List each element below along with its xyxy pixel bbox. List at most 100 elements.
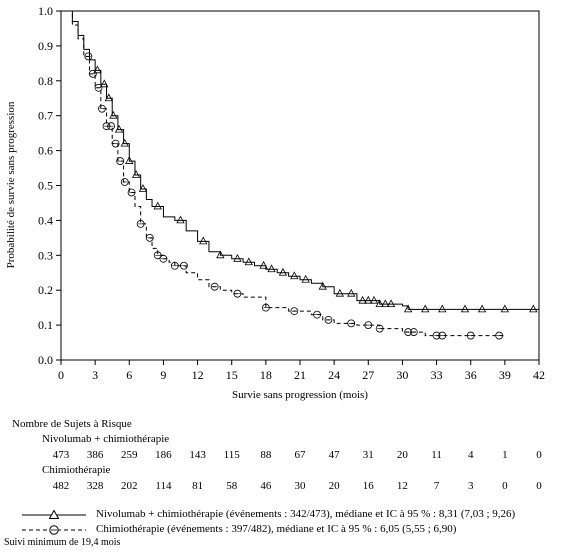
risk-count-cell: 20 <box>396 449 408 461</box>
risk-count-cell: 328 <box>86 480 104 492</box>
censor-mark-circle <box>170 261 179 270</box>
risk-count-cell: 67 <box>294 449 306 461</box>
censor-mark-circle <box>495 331 504 340</box>
legend-sample-solid-triangle <box>22 509 86 519</box>
risk-row-chemo: 482 328 202 114 81 58 46 30 20 16 12 7 3 0 0 <box>0 480 566 494</box>
risk-count-cell: 0 <box>536 480 542 492</box>
x-tick-label: 36 <box>465 368 477 382</box>
censor-mark-triangle <box>100 79 109 88</box>
risk-count-cell: 3 <box>467 480 474 492</box>
censor-mark-circle <box>84 52 93 61</box>
censor-mark-circle <box>313 310 321 319</box>
censor-mark-triangle <box>375 299 384 308</box>
y-tick-label: 0.7 <box>38 109 53 123</box>
censor-mark-circle <box>466 331 475 340</box>
risk-count-cell: 473 <box>52 449 70 461</box>
risk-count-cell: 114 <box>155 480 172 492</box>
censor-mark-triangle <box>386 299 396 308</box>
risk-count-cell: 20 <box>328 480 340 492</box>
y-tick-label: 1.0 <box>38 4 53 18</box>
risk-count-cell: 7 <box>433 480 440 492</box>
y-tick-label: 0.9 <box>38 39 53 53</box>
censor-mark-circle <box>180 261 188 270</box>
risk-count-cell: 46 <box>260 480 272 492</box>
x-tick-label: 33 <box>431 368 443 382</box>
censor-mark-triangle <box>93 65 102 74</box>
x-tick-label: 24 <box>328 368 340 382</box>
axes: 0 3 6 9 12 15 18 21 24 27 30 33 36 39 420.00.10.20.30.… <box>38 4 545 382</box>
censor-mark-circle <box>98 104 106 113</box>
legend-text-chemo: Chimiothérapie (événements : 397/482), m… <box>96 523 457 535</box>
censor-mark-triangle <box>267 264 276 273</box>
risk-group-name-nivolumab: Nivolumab + chimiothérapie <box>42 433 170 445</box>
censor-mark-triangle <box>233 253 242 262</box>
censor-mark-triangle <box>318 281 327 290</box>
censor-mark-circle <box>261 303 270 312</box>
x-tick-label: 6 <box>126 368 132 382</box>
censor-mark-circle <box>409 328 418 336</box>
censor-mark-circle <box>136 219 145 228</box>
y-axis-label: Probabilité de survie sans progression <box>5 101 17 268</box>
censor-mark-circle <box>120 178 129 186</box>
risk-count-cell: 4 <box>467 449 474 461</box>
risk-count-cell: 202 <box>121 480 138 492</box>
censor-mark-triangle <box>216 250 225 259</box>
y-tick-label: 0.1 <box>38 318 53 332</box>
censor-mark-triangle <box>153 201 162 210</box>
censor-mark-circle <box>111 139 120 148</box>
censor-mark-circle <box>438 331 447 340</box>
x-tick-label: 12 <box>192 368 204 382</box>
censor-mark-triangle <box>358 295 367 304</box>
censor-mark-triangle <box>421 304 430 313</box>
censor-mark-triangle <box>477 304 487 313</box>
risk-count-cell: 482 <box>52 480 70 492</box>
censor-mark-triangle <box>403 304 413 313</box>
censor-mark-circle <box>290 307 299 316</box>
risk-count-cell: 12 <box>396 480 408 492</box>
censor-mark-triangle <box>301 274 310 283</box>
censor-mark-triangle <box>259 260 268 269</box>
footnote: Suivi minimum de 19,4 mois <box>4 537 121 548</box>
legend-entry-chemo: Chimiothérapie (événements : 397/482), m… <box>0 522 566 538</box>
censor-mark-triangle <box>199 236 208 245</box>
x-tick-label: 30 <box>396 368 408 382</box>
censor-mark-circle <box>127 188 136 197</box>
x-tick-label: 42 <box>533 368 545 382</box>
censor-mark-circle <box>364 321 373 330</box>
censor-mark-triangle <box>460 304 470 313</box>
risk-count-cell: 31 <box>362 449 374 461</box>
risk-count-cell: 58 <box>226 480 238 492</box>
legend-text-nivolumab: Nivolumab + chimiothérapie (événements :… <box>96 508 516 520</box>
x-tick-label: 0 <box>58 368 64 382</box>
censor-mark-triangle <box>364 295 373 304</box>
censor-mark-triangle <box>369 295 379 304</box>
series-nivolumab <box>61 10 539 313</box>
risk-count-cell: 143 <box>189 449 206 461</box>
censor-mark-triangle <box>109 110 118 119</box>
risk-count-cell: 88 <box>260 449 272 461</box>
x-tick-label: 18 <box>260 368 272 382</box>
x-tick-label: 39 <box>499 368 511 382</box>
risk-count-cell: 1 <box>502 449 508 461</box>
censor-mark-triangle <box>125 156 134 164</box>
x-tick-label: 3 <box>92 368 98 382</box>
censor-mark-triangle <box>131 170 141 178</box>
risk-table-title: Nombre de Sujets à Risque <box>12 418 132 430</box>
censor-mark-triangle <box>278 267 288 276</box>
y-tick-label: 0.6 <box>38 144 53 158</box>
x-tick-label: 15 <box>226 368 238 382</box>
censor-mark-circle <box>159 254 168 263</box>
censor-mark-triangle <box>381 299 390 308</box>
risk-group-name-chemo: Chimiothérapie <box>42 464 111 476</box>
censor-mark-circle <box>107 122 115 131</box>
censor-mark-triangle <box>114 124 124 133</box>
censor-mark-circle <box>233 289 242 298</box>
y-tick-label: 0.3 <box>38 248 53 262</box>
series-layer <box>61 10 539 340</box>
censor-mark-triangle <box>138 184 148 192</box>
risk-count-cell: 11 <box>431 449 442 461</box>
legend-sample-dashed-circle <box>22 525 86 535</box>
censor-mark-circle <box>347 319 356 328</box>
risk-count-cell: 0 <box>536 449 542 461</box>
y-tick-label: 0.4 <box>38 213 53 227</box>
